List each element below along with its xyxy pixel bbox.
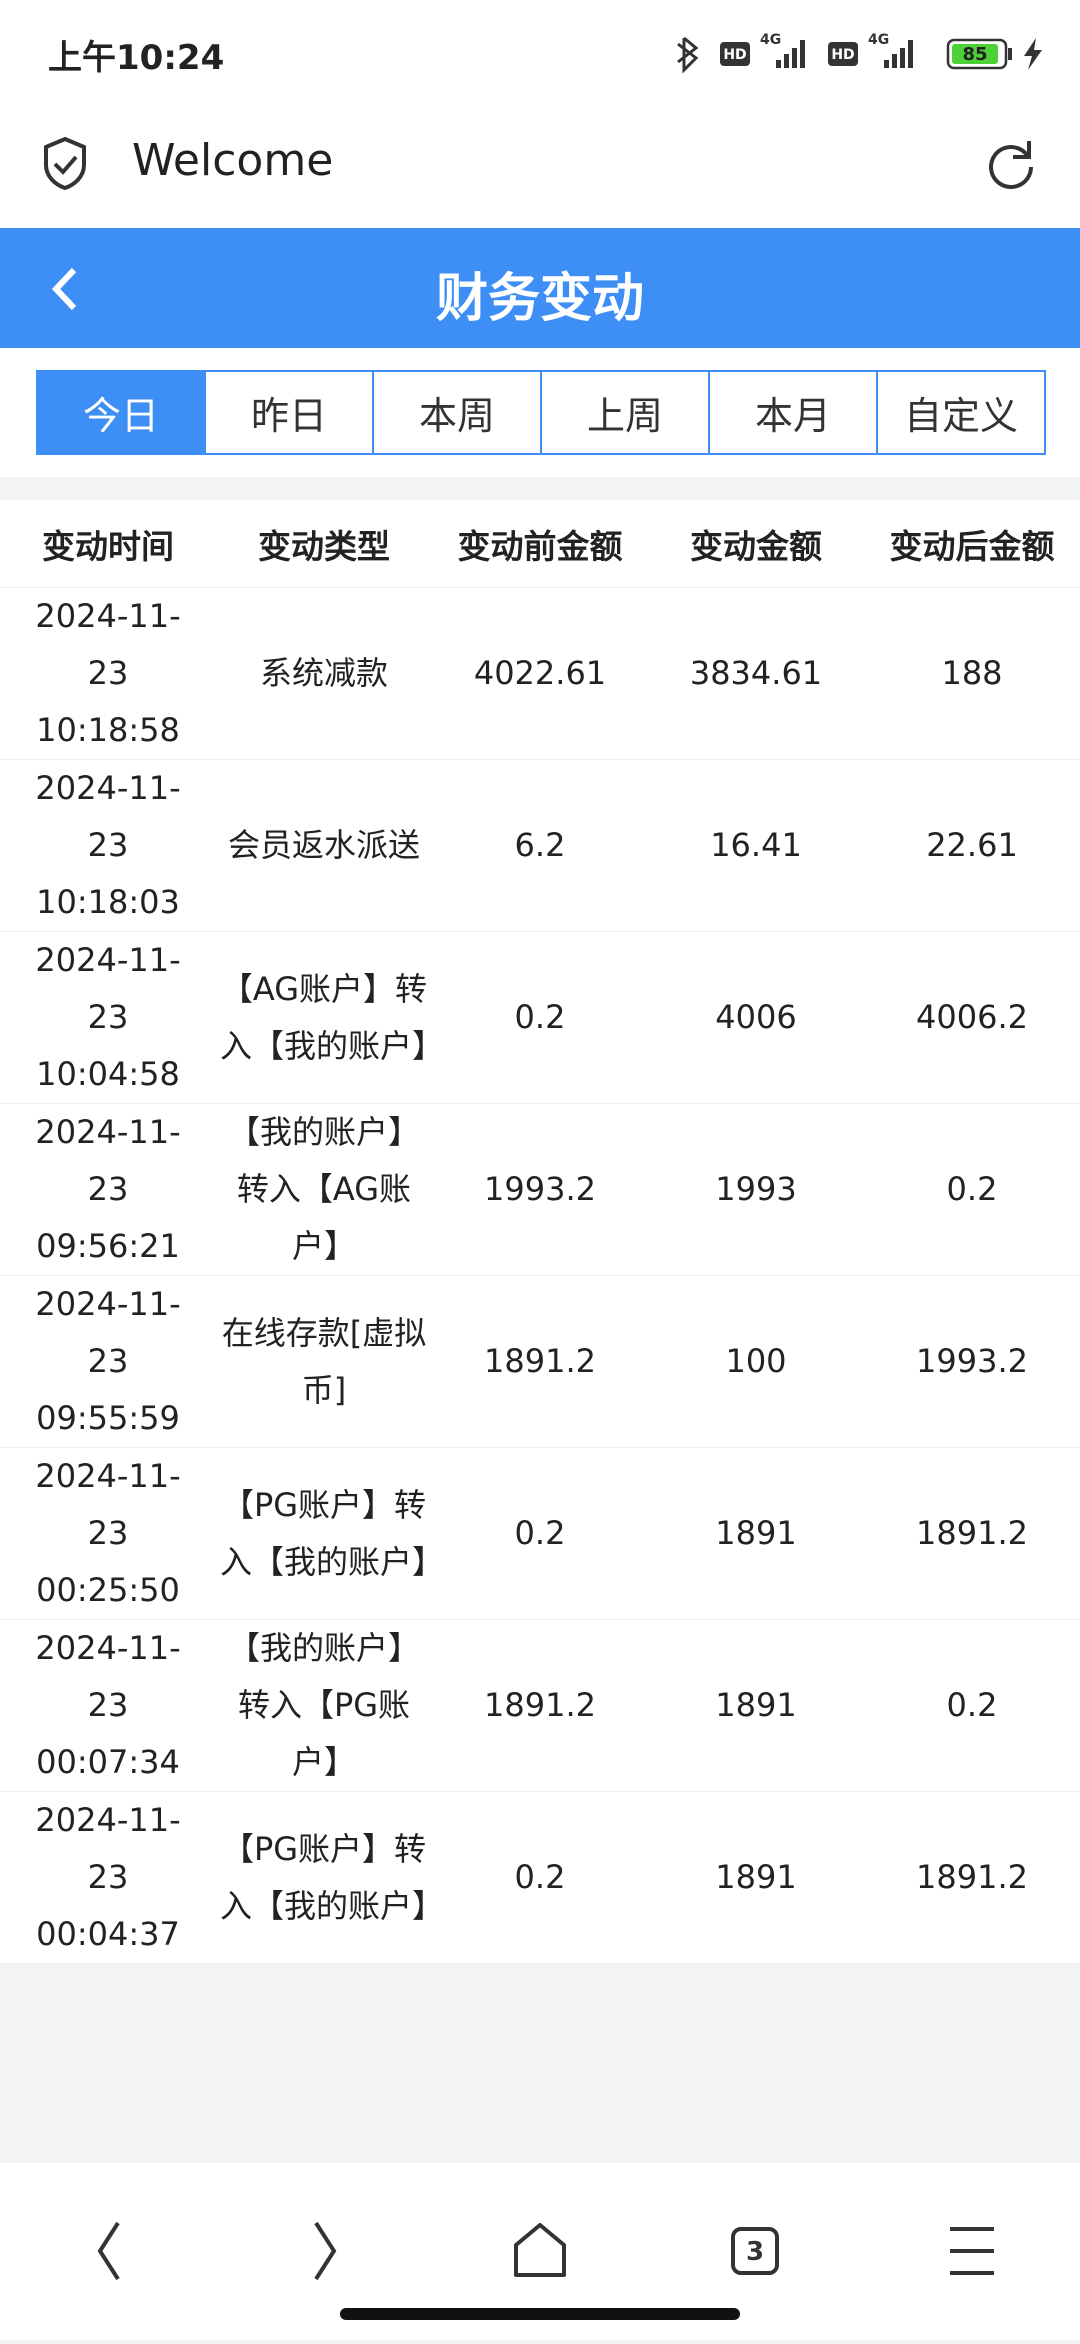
table-cell: 1993 bbox=[648, 1103, 864, 1276]
battery-label: 85 bbox=[962, 44, 987, 65]
table-row: 2024-11-23 10:04:58 【AG账户】转入【我的账户】 0.2 4006… bbox=[0, 931, 1080, 1104]
tab-count: 3 bbox=[746, 2237, 764, 2267]
tab[interactable]: 本月 bbox=[708, 372, 876, 453]
header-title: 财务变动 bbox=[435, 269, 644, 329]
tabs: 今日 昨日 本周 上周 本月 自定义 bbox=[36, 370, 1046, 455]
table-cell: 2024-11-23 00:07:34 bbox=[0, 1619, 216, 1792]
browser-bar: Welcome bbox=[0, 105, 1080, 228]
table-cell: 6.2 bbox=[432, 759, 648, 932]
table-cell: 2024-11-23 10:18:58 bbox=[0, 587, 216, 760]
network-label: 4G bbox=[868, 32, 889, 48]
table-cell: 1891.2 bbox=[432, 1619, 648, 1792]
table-body: 2024-11-23 10:18:58 系统减款 4022.61 3834.61 188… bbox=[0, 587, 1080, 1964]
table-cell: 1993.2 bbox=[864, 1275, 1080, 1448]
nav-forward[interactable] bbox=[314, 2221, 337, 2281]
tab[interactable]: 自定义 bbox=[876, 372, 1044, 453]
nav-tabs[interactable] bbox=[731, 2227, 779, 2275]
table-cell: 1891 bbox=[648, 1619, 864, 1792]
status-bar: 上午10:24 HD 4G HD 4G 85 bbox=[0, 0, 1080, 105]
table-cell: 4022.61 bbox=[432, 587, 648, 760]
table-row: 2024-11-23 00:07:34 【我的账户】转入【PG账户】 1891.2 1… bbox=[0, 1619, 1080, 1792]
table-cell: 0.2 bbox=[432, 1791, 648, 1964]
table-cell: 2024-11-23 10:18:03 bbox=[0, 759, 216, 932]
table-cell: 3834.61 bbox=[648, 587, 864, 760]
column-header: 变动类型 bbox=[216, 500, 432, 588]
table-cell: 在线存款[虚拟币] bbox=[216, 1275, 432, 1448]
table-row: 2024-11-23 09:56:21 【我的账户】转入【AG账户】 1993.2 1… bbox=[0, 1103, 1080, 1276]
nav-icons: 3 bbox=[97, 2221, 994, 2281]
hd-label: HD bbox=[831, 47, 854, 63]
table-cell: 100 bbox=[648, 1275, 864, 1448]
table-cell: 会员返水派送 bbox=[216, 759, 432, 932]
shield-icon[interactable] bbox=[40, 135, 90, 191]
table-row: 2024-11-23 10:18:03 会员返水派送 6.2 16.41 22.61 bbox=[0, 759, 1080, 932]
table-cell: 【PG账户】转入【我的账户】 bbox=[216, 1447, 444, 1620]
table-cell: 1891.2 bbox=[864, 1447, 1080, 1620]
table-cell: 0.2 bbox=[864, 1103, 1080, 1276]
table-row: 2024-11-23 10:18:58 系统减款 4022.61 3834.61 188 bbox=[0, 587, 1080, 760]
hd-label: HD bbox=[723, 47, 746, 63]
time: 上午10:24 bbox=[48, 38, 225, 78]
tab[interactable]: 昨日 bbox=[204, 372, 372, 453]
table-cell: 2024-11-23 09:55:59 bbox=[0, 1275, 216, 1448]
network-label: 4G bbox=[760, 32, 781, 48]
nav-menu[interactable] bbox=[950, 2227, 994, 2275]
back-button[interactable] bbox=[44, 264, 84, 314]
table-cell: 1891 bbox=[648, 1791, 864, 1964]
table-cell: 1891 bbox=[648, 1447, 864, 1620]
header: 财务变动 bbox=[0, 228, 1080, 348]
table-cell: 2024-11-23 00:04:37 bbox=[0, 1791, 216, 1964]
tab[interactable]: 上周 bbox=[540, 372, 708, 453]
status-icons: HD 4G HD 4G 85 bbox=[677, 32, 1042, 74]
table-cell: 【我的账户】转入【AG账户】 bbox=[216, 1103, 432, 1276]
column-header: 变动时间 bbox=[0, 500, 216, 588]
header-row: 变动时间 变动类型 变动前金额 变动金额 变动后金额 bbox=[0, 500, 1080, 588]
table-row: 2024-11-23 09:55:59 在线存款[虚拟币] 1891.2 100 199… bbox=[0, 1275, 1080, 1448]
nav-home[interactable] bbox=[514, 2223, 566, 2277]
table-container: 变动时间 变动类型 变动前金额 变动金额 变动后金额 2024-11-23 10:18:… bbox=[0, 500, 1080, 1964]
page-title: Welcome bbox=[132, 135, 334, 186]
table-cell: 1891.2 bbox=[864, 1791, 1080, 1964]
table-cell: 0.2 bbox=[432, 931, 648, 1104]
table-cell: 2024-11-23 10:04:58 bbox=[0, 931, 216, 1104]
table-cell: 16.41 bbox=[648, 759, 864, 932]
table-cell: 4006 bbox=[648, 931, 864, 1104]
tab-bar: 今日 昨日 本周 上周 本月 自定义 bbox=[0, 348, 1080, 477]
table-cell: 0.2 bbox=[432, 1447, 648, 1620]
tab[interactable]: 今日 bbox=[38, 372, 204, 453]
transactions-table: 变动时间 变动类型 变动前金额 变动金额 变动后金额 2024-11-23 10:18:… bbox=[0, 500, 1080, 1964]
table-cell: 系统减款 bbox=[216, 587, 432, 760]
table-cell: 1993.2 bbox=[432, 1103, 648, 1276]
table-cell: 1891.2 bbox=[432, 1275, 648, 1448]
table-cell: 188 bbox=[864, 587, 1080, 760]
table-cell: 【PG账户】转入【我的账户】 bbox=[216, 1791, 444, 1964]
table-cell: 0.2 bbox=[864, 1619, 1080, 1792]
table-cell: 22.61 bbox=[864, 759, 1080, 932]
table-cell: 【我的账户】转入【PG账户】 bbox=[216, 1619, 432, 1792]
column-header: 变动后金额 bbox=[864, 500, 1080, 588]
tab[interactable]: 本周 bbox=[372, 372, 540, 453]
column-header: 变动前金额 bbox=[432, 500, 648, 588]
table-cell: 2024-11-23 09:56:21 bbox=[0, 1103, 216, 1276]
nav-back[interactable] bbox=[97, 2221, 120, 2281]
table-cell: 2024-11-23 00:25:50 bbox=[0, 1447, 216, 1620]
table-row: 2024-11-23 00:25:50 【PG账户】转入【我的账户】 0.2 1891… bbox=[0, 1447, 1080, 1620]
column-header: 变动金额 bbox=[648, 500, 864, 588]
table-cell: 4006.2 bbox=[864, 931, 1080, 1104]
home-indicator bbox=[340, 2308, 740, 2320]
table-row: 2024-11-23 00:04:37 【PG账户】转入【我的账户】 0.2 1891… bbox=[0, 1791, 1080, 1964]
refresh-icon[interactable] bbox=[985, 137, 1037, 189]
table-cell: 【AG账户】转入【我的账户】 bbox=[216, 931, 444, 1104]
